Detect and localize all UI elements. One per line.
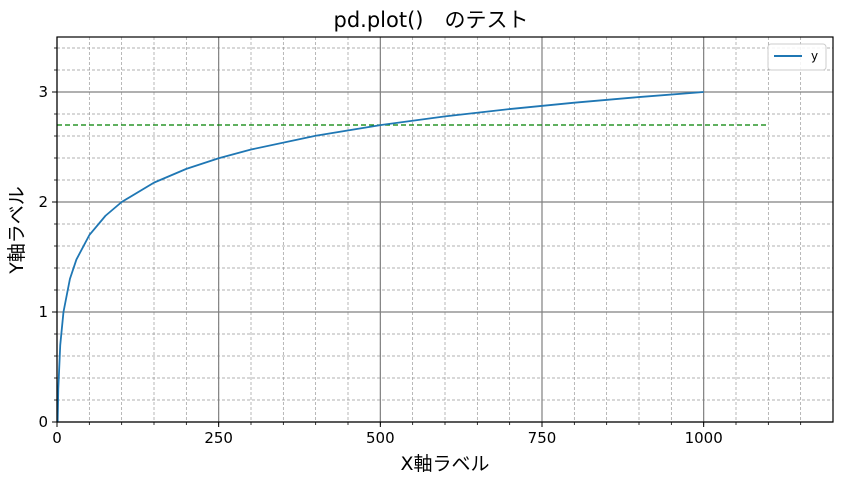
y-tick-label: 0 [38, 413, 48, 431]
x-tick-label: 1000 [685, 429, 723, 447]
y-tick-label: 3 [38, 83, 48, 101]
y-axis-label: Y軸ラベル [6, 186, 28, 275]
chart-title: pd.plot() のテスト [334, 8, 529, 32]
x-tick-label: 250 [204, 429, 233, 447]
data-series [56, 91, 704, 423]
legend-label-y: y [811, 49, 818, 63]
y-tick-label: 2 [38, 193, 48, 211]
minor-grid [57, 37, 833, 422]
y-tick-label: 1 [38, 303, 48, 321]
series-line-y [56, 91, 704, 423]
x-tick-label: 0 [52, 429, 62, 447]
x-axis-label: X軸ラベル [400, 453, 489, 475]
legend: y [767, 43, 827, 71]
axis-ticks: 0 250 500 750 1000 0 1 2 3 [38, 47, 802, 447]
x-tick-label: 750 [528, 429, 557, 447]
x-tick-label: 500 [366, 429, 395, 447]
